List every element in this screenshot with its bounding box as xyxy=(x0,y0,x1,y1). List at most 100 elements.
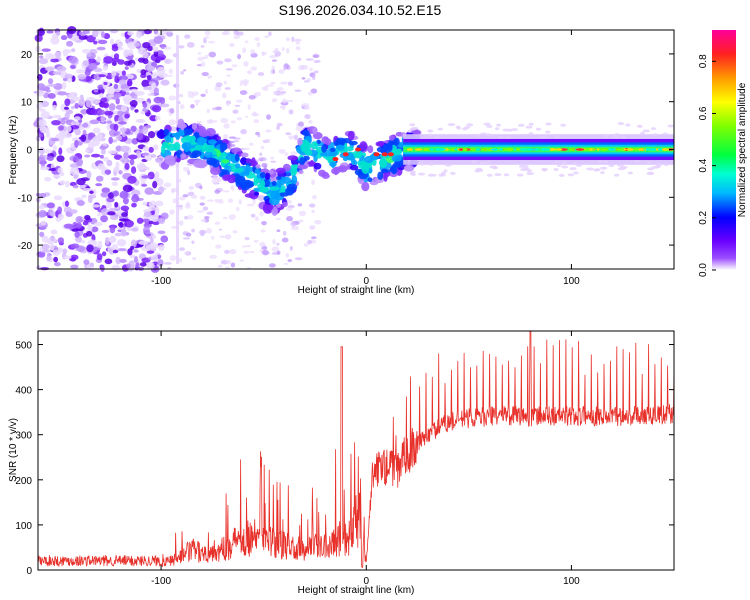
spectrogram-signal-blob xyxy=(251,157,256,167)
spectrogram-noise-blob xyxy=(78,98,86,107)
spectrogram-signal-blob xyxy=(359,141,368,151)
spectrogram-noise-blob xyxy=(166,74,174,77)
spectrogram-noise-blob xyxy=(112,190,120,197)
spectrogram-noise-blob xyxy=(100,208,110,216)
spectrogram-noise-blob xyxy=(111,61,117,66)
spectrogram-band-peak xyxy=(515,148,521,151)
spectrogram-noise-blob xyxy=(301,103,310,108)
spectrogram-noise-blob xyxy=(295,125,304,132)
spectrogram-band-peak xyxy=(486,148,492,151)
spectrogram-noise-blob xyxy=(203,36,210,39)
spectrogram-signal-blob xyxy=(291,175,298,185)
spectrogram-signal-blob xyxy=(191,150,202,157)
spectrogram-noise-blob xyxy=(199,195,206,200)
spectrogram-noise-blob xyxy=(130,239,137,248)
spectrogram-noise-blob xyxy=(140,69,147,76)
spectrogram-noise-blob xyxy=(125,92,130,96)
spectrogram-noise-blob xyxy=(227,198,234,203)
spectrogram-noise-blob xyxy=(63,255,72,260)
spectrogram-noise-blob xyxy=(293,134,299,141)
spectrogram-band-peak xyxy=(490,148,499,151)
spectrogram-band-peak xyxy=(406,148,414,151)
spectrogram-signal-blob xyxy=(321,144,327,153)
spectrogram-noise-blob xyxy=(229,249,237,255)
spectrogram-noise-blob xyxy=(144,166,150,171)
spectrogram-noise-blob xyxy=(108,103,116,111)
spectrogram-noise-blob xyxy=(109,38,115,46)
spectrogram-signal-blob xyxy=(235,163,241,169)
spectrogram-noise-blob xyxy=(143,211,152,218)
y-tick-label: 0 xyxy=(26,146,32,157)
spectrogram-noise-blob xyxy=(111,264,121,271)
spectrogram-noise-blob xyxy=(90,153,101,158)
spectrogram-noise-blob xyxy=(124,113,130,119)
spectrogram-noise-blob xyxy=(253,119,260,124)
spectrogram-halo-blob xyxy=(427,129,434,133)
spectrogram-noise-blob xyxy=(168,95,177,101)
spectrogram-noise-blob xyxy=(75,69,86,74)
spectrogram-noise-blob xyxy=(97,163,105,171)
spectrogram-noise-blob xyxy=(269,55,278,59)
spectrogram-noise-blob xyxy=(207,199,214,202)
spectrogram-noise-blob xyxy=(160,79,170,86)
spectrogram-halo-blob xyxy=(613,173,620,177)
spectrogram-noise-blob xyxy=(64,112,71,119)
spectrogram-noise-blob xyxy=(294,257,303,261)
spectrogram-halo-blob xyxy=(600,171,605,175)
spectrogram-noise-blob xyxy=(151,82,157,89)
spectrogram-noise-blob xyxy=(130,166,137,174)
spectrogram-noise-blob xyxy=(47,83,57,87)
spectrogram-signal-blob xyxy=(321,171,329,177)
spectrogram-noise-blob xyxy=(206,119,215,124)
spectrogram-signal-blob xyxy=(282,201,288,207)
spectrogram-band-peak xyxy=(626,148,634,151)
spectrogram-noise-blob xyxy=(261,249,270,256)
spectrogram-noise-blob xyxy=(294,38,301,43)
spectrogram-noise-blob xyxy=(50,58,60,63)
spectrogram-noise-blob xyxy=(87,224,93,231)
spectrogram-noise-blob xyxy=(45,53,55,60)
spectrogram-band-peak xyxy=(615,148,625,151)
snr-ylabel: SNR (10 * v/v) xyxy=(8,418,19,482)
spectrogram-noise-blob xyxy=(224,87,231,90)
spectrogram-hotspot xyxy=(342,152,349,157)
spectrogram-noise-blob xyxy=(257,133,261,138)
spectrogram-halo-blob xyxy=(642,129,651,133)
spectrogram-noise-blob xyxy=(238,199,242,205)
spectrogram-band-peak xyxy=(429,148,434,151)
spectrogram-signal-blob xyxy=(381,168,389,174)
spectrogram-signal-blob xyxy=(164,155,176,165)
spectrogram-band-peak xyxy=(658,148,662,151)
spectrogram-noise-blob xyxy=(149,236,154,245)
spectrogram-noise-blob xyxy=(39,125,47,134)
spectrogram-noise-blob xyxy=(53,195,63,201)
spectrogram-halo-blob xyxy=(466,123,474,127)
spectrogram-noise-blob xyxy=(59,180,66,185)
spectrogram-noise-blob xyxy=(247,104,251,110)
spectrogram-halo-blob xyxy=(586,167,594,171)
spectrogram-halo-blob xyxy=(418,172,426,176)
spectrogram-halo-blob xyxy=(627,171,633,175)
x-tick-label: -100 xyxy=(151,276,171,287)
spectrogram-signal-blob xyxy=(198,129,210,138)
snr-x-ticks: -100 0 100 xyxy=(151,331,580,587)
spectrogram-noise-blob xyxy=(270,156,275,160)
spectrogram-noise-blob xyxy=(285,99,294,103)
spectrogram-signal-blob xyxy=(298,169,304,175)
spectrogram-noise-blob xyxy=(146,250,155,254)
spectrogram-noise-blob xyxy=(199,202,205,206)
spectrogram-noise-blob xyxy=(152,46,159,52)
spectrogram-band-peak xyxy=(532,148,540,151)
spectrogram-noise-blob xyxy=(150,254,159,262)
spectrogram-noise-blob xyxy=(51,137,60,142)
spectrogram-noise-blob xyxy=(301,77,306,80)
spectrogram-noise-blob xyxy=(222,92,227,99)
spectrogram-noise-blob xyxy=(37,28,45,36)
spectrogram-halo-blob xyxy=(569,167,577,171)
spectrogram-noise-blob xyxy=(231,64,238,68)
spectrogram-halo-blob xyxy=(410,170,416,174)
spectrogram-noise-blob xyxy=(86,35,96,43)
spectrogram-noise-blob xyxy=(96,46,106,51)
spectrogram-noise-blob xyxy=(146,75,152,80)
spectrogram-noise-blob xyxy=(134,109,139,113)
